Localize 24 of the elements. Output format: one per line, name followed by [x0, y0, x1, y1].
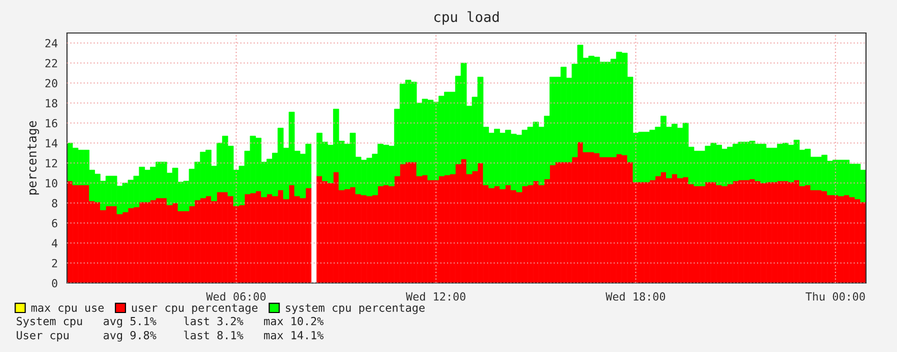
y-tick-label: 24 — [45, 39, 58, 48]
legend-label: user cpu percentage — [132, 304, 258, 314]
text: User cpu avg 9.8% last 8.1% max 14.1% — [16, 330, 324, 342]
text: System cpu avg 5.1% last 3.2% max 10.2% — [16, 316, 324, 328]
y-tick-label: 14 — [46, 139, 58, 148]
y-tick-label: 8 — [52, 199, 58, 208]
y-tick-label: 4 — [52, 239, 58, 248]
y-tick-label: 2 — [52, 259, 58, 268]
y-tick-label: 18 — [46, 99, 58, 108]
y-axis-title: percentage — [28, 121, 40, 194]
legend-label: system cpu percentage — [286, 304, 425, 314]
chart-title: cpu load — [434, 11, 499, 25]
x-tick-label: Wed 06:00 — [206, 292, 266, 301]
y-tick-label: 12 — [46, 159, 58, 168]
y-tick-label: 22 — [45, 59, 58, 68]
y-tick-label: 16 — [46, 119, 58, 128]
legend-label: max cpu use — [31, 306, 104, 314]
y-tick-label: 20 — [45, 79, 58, 88]
y-tick-label: 0 — [52, 279, 58, 288]
x-tick-label: Wed 12:00 — [406, 292, 466, 301]
y-tick-label: 6 — [52, 219, 58, 228]
x-tick-label: Wed 18:00 — [606, 292, 666, 301]
x-tick-label: Thu 00:00 — [806, 292, 865, 301]
y-tick-label: 10 — [46, 179, 58, 188]
